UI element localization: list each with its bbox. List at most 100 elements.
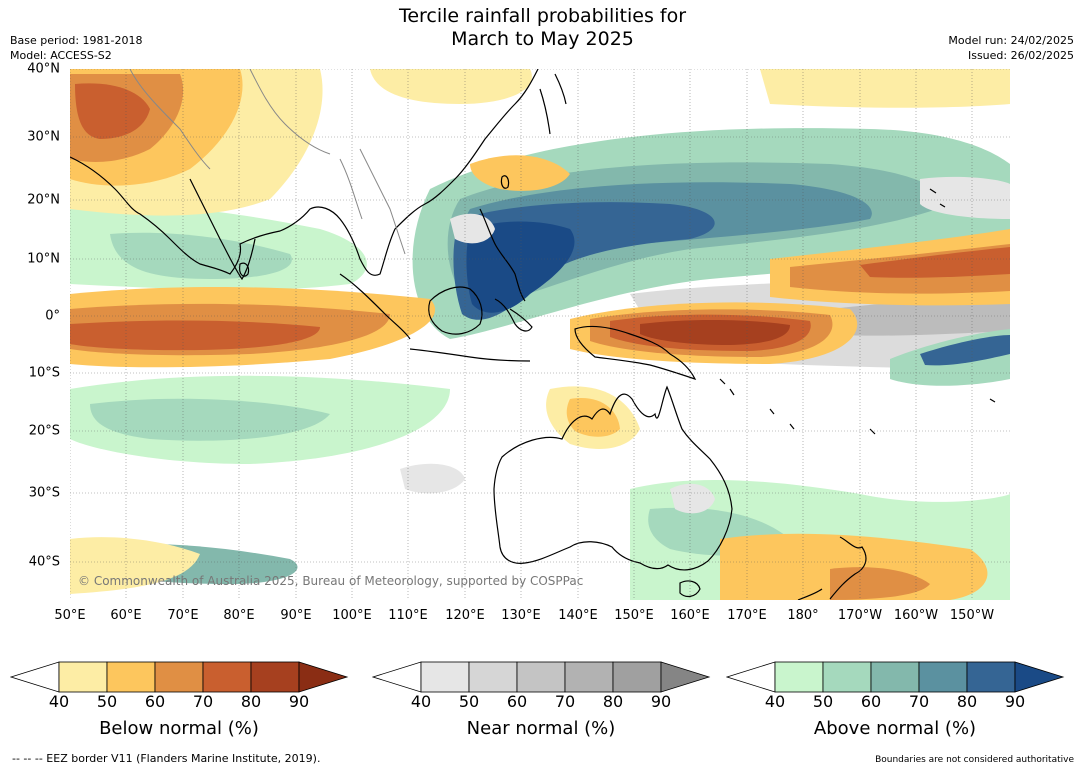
sumatra-coastline xyxy=(339,273,411,340)
colorbar-tick: 70 xyxy=(554,692,576,711)
below-normal-colorbar xyxy=(10,661,350,693)
colorbar-tick: 40 xyxy=(48,692,70,711)
colorbar-tick: 80 xyxy=(602,692,624,711)
near-normal-label: Near normal (%) xyxy=(466,718,616,739)
below-normal-region xyxy=(830,567,930,600)
below-normal-region xyxy=(470,155,570,191)
lon-label: 70°E xyxy=(167,608,199,623)
sulawesi-coastline xyxy=(494,298,533,332)
colorbar-segment xyxy=(250,661,300,693)
lon-label: 110°E xyxy=(388,608,428,623)
asia-coastline xyxy=(70,69,539,276)
colorbar-segment xyxy=(202,661,252,693)
colorbar-segment xyxy=(106,661,156,693)
lon-label: 170°E xyxy=(727,608,767,623)
below-normal-region xyxy=(75,83,150,139)
probability-map xyxy=(70,69,1010,600)
below-normal-label: Below normal (%) xyxy=(99,718,259,739)
colorbar-segment xyxy=(612,661,662,693)
near-normal-region xyxy=(400,463,465,494)
lat-label: 0° xyxy=(45,308,60,324)
lon-label: 170°W xyxy=(837,608,883,623)
run-info: Model run: 24/02/2025 Issued: 26/02/2025 xyxy=(948,33,1074,63)
colorbar-segment xyxy=(966,661,1016,693)
colorbar-tick: 40 xyxy=(764,692,786,711)
near-normal-region xyxy=(450,213,495,244)
below-normal-region xyxy=(370,69,532,104)
lon-label: 120°E xyxy=(445,608,485,623)
below-normal-region xyxy=(70,320,320,351)
new-zealand-coastline xyxy=(797,536,867,600)
lon-label: 130°E xyxy=(501,608,541,623)
lon-label: 140°E xyxy=(558,608,598,623)
colorbar-tick: 70 xyxy=(908,692,930,711)
colorbar-tick: 50 xyxy=(96,692,118,711)
lon-label: 80°E xyxy=(223,608,255,623)
lon-label: 150°E xyxy=(614,608,654,623)
colorbar-tick: 60 xyxy=(506,692,528,711)
colorbar-segment xyxy=(918,661,968,693)
java-coastline xyxy=(409,348,531,362)
colorbar-segment xyxy=(154,661,204,693)
australia-coastline xyxy=(493,385,733,571)
colorbar-segment xyxy=(420,661,470,693)
colorbar-segment xyxy=(822,661,872,693)
model-info: Base period: 1981-2018 Model: ACCESS-S2 xyxy=(10,33,142,63)
lat-label: 10°S xyxy=(28,365,60,381)
colorbar-tick: 70 xyxy=(192,692,214,711)
lat-label: 40°N xyxy=(27,61,60,77)
borneo-coastline xyxy=(428,286,483,335)
title-line-2: March to May 2025 xyxy=(451,28,634,50)
graticule xyxy=(70,69,1010,600)
lon-label: 160°W xyxy=(893,608,939,623)
lon-label: 60°E xyxy=(110,608,142,623)
colorbar-low-extension xyxy=(10,661,60,693)
colorbar-tick: 90 xyxy=(288,692,310,711)
model-run-date: Model run: 24/02/2025 xyxy=(948,34,1074,47)
colorbar-graphic xyxy=(10,661,349,693)
colorbar-graphic xyxy=(372,661,711,693)
lon-label: 180° xyxy=(787,608,819,623)
model-name: Model: ACCESS-S2 xyxy=(10,49,112,62)
below-normal-region xyxy=(860,247,1010,278)
colorbar-tick: 80 xyxy=(240,692,262,711)
colorbar-low-extension xyxy=(372,661,422,693)
india-coastline xyxy=(189,178,256,281)
colorbar-segment xyxy=(870,661,920,693)
colorbar-tick: 90 xyxy=(650,692,672,711)
near-normal-colorbar xyxy=(372,661,712,693)
near-normal-region xyxy=(920,176,1010,219)
map-title: Tercile rainfall probabilities for March… xyxy=(0,5,1085,51)
colorbar-tick: 60 xyxy=(144,692,166,711)
below-normal-region xyxy=(760,69,1010,108)
colorbar-segment xyxy=(564,661,614,693)
colorbar-high-extension xyxy=(298,661,349,693)
colorbar-tick: 60 xyxy=(860,692,882,711)
lon-label: 50°E xyxy=(54,608,86,623)
colorbar-high-extension xyxy=(1014,661,1065,693)
tasmania-coastline xyxy=(679,580,701,598)
below-normal-region xyxy=(70,537,200,594)
lon-label: 100°E xyxy=(332,608,372,623)
lat-label: 30°N xyxy=(27,129,60,145)
above-normal-region xyxy=(920,335,1010,366)
colorbar-tick: 40 xyxy=(410,692,432,711)
issued-date: Issued: 26/02/2025 xyxy=(967,49,1074,62)
country-borders xyxy=(129,69,406,255)
colorbar-high-extension xyxy=(660,661,711,693)
japan-coastline xyxy=(539,73,567,135)
colorbar-segment xyxy=(468,661,518,693)
map-canvas xyxy=(70,69,1010,600)
lon-label: 90°E xyxy=(280,608,312,623)
lon-label: 150°W xyxy=(949,608,995,623)
lon-label: 160°E xyxy=(670,608,710,623)
lat-label: 40°S xyxy=(28,554,60,570)
taiwan-coastline xyxy=(500,175,510,189)
lat-label: 10°N xyxy=(27,251,60,267)
title-line-1: Tercile rainfall probabilities for xyxy=(398,5,687,27)
below-normal-region xyxy=(640,319,790,345)
copyright-notice: © Commonwealth of Australia 2025, Bureau… xyxy=(78,574,584,588)
above-normal-label: Above normal (%) xyxy=(813,718,977,739)
above-normal-region xyxy=(110,232,292,279)
colorbar-tick: 50 xyxy=(812,692,834,711)
